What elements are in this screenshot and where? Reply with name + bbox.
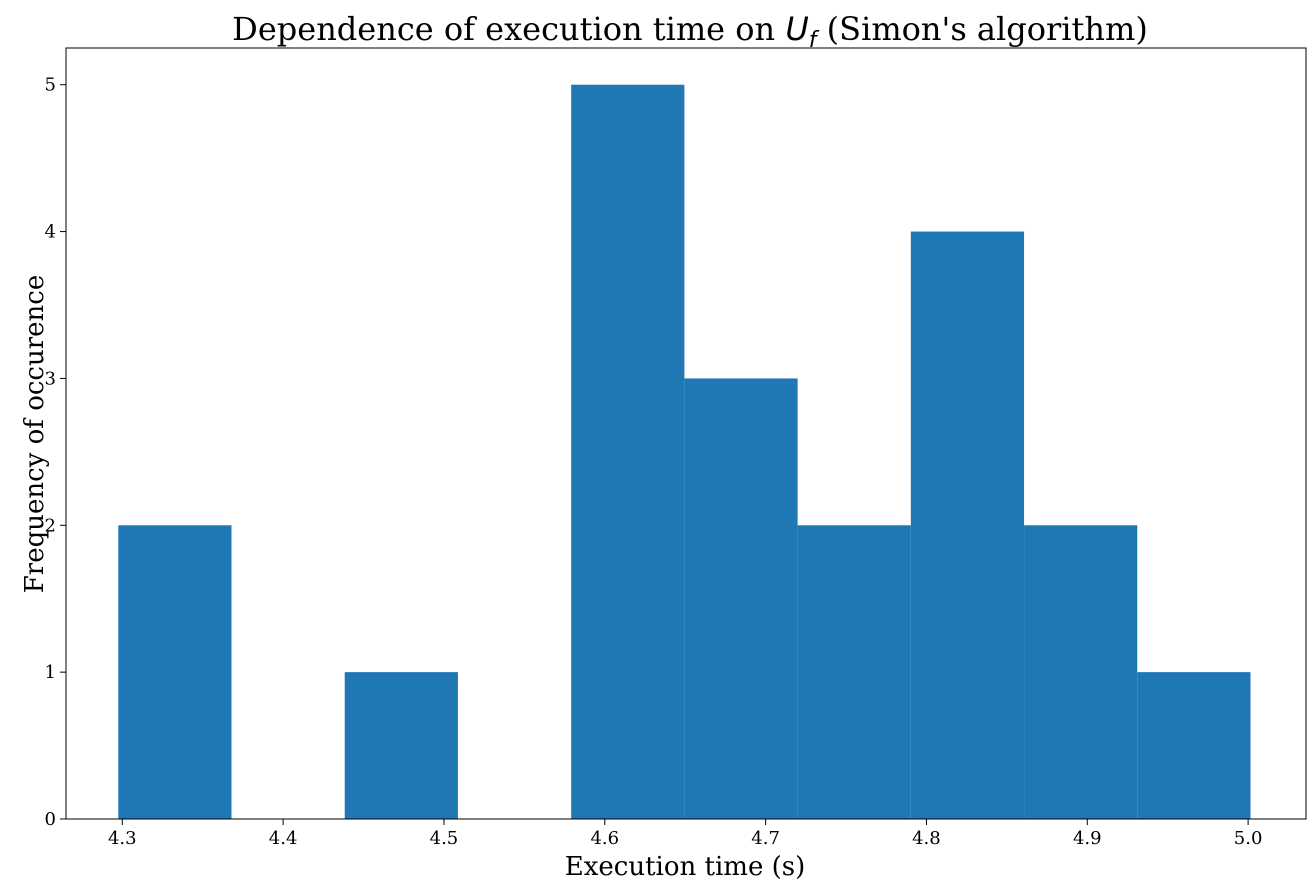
y-tick-label: 2 (45, 515, 56, 536)
y-tick-label: 3 (45, 368, 56, 389)
plot-frame (65, 47, 1307, 820)
chart-title-prefix: Dependence of execution time on (232, 10, 785, 48)
chart-title: Dependence of execution time on Uf (Simo… (232, 10, 1148, 53)
x-tick-label: 5.0 (1234, 828, 1263, 849)
x-tick-label: 4.8 (912, 828, 941, 849)
histogram-bar-8 (910, 231, 1025, 820)
y-tick-label: 1 (45, 662, 56, 683)
x-axis-ticks: 4.3 4.4 4.5 4.6 4.7 4.8 4.9 5.0 (108, 819, 1262, 849)
y-axis-ticks: 0 1 2 3 4 5 (45, 75, 66, 830)
y-tick-label: 0 (45, 809, 56, 830)
x-tick-label: 4.9 (1073, 828, 1102, 849)
x-tick-label: 4.5 (430, 828, 459, 849)
histogram-bar-9 (1024, 525, 1138, 819)
histogram-bars (118, 84, 1251, 820)
histogram-bar-10 (1137, 672, 1251, 819)
chart-title-suffix: (Simon's algorithm) (817, 10, 1148, 48)
histogram-bar-5 (571, 84, 685, 819)
x-axis-label: Execution time (s) (565, 852, 805, 882)
x-tick-label: 4.4 (269, 828, 298, 849)
chart-title-math-subscript: f (809, 28, 820, 53)
chart-title-math-symbol: U (785, 10, 808, 48)
histogram-bar-3 (344, 672, 458, 819)
x-tick-label: 4.6 (590, 828, 619, 849)
y-tick-label: 5 (45, 75, 56, 96)
histogram-bar-6 (684, 378, 798, 819)
y-axis-label: Frequency of occurence (20, 275, 50, 593)
y-tick-label: 4 (45, 222, 56, 243)
x-tick-label: 4.7 (751, 828, 780, 849)
histogram-bar-1 (118, 525, 232, 819)
x-tick-label: 4.3 (108, 828, 137, 849)
histogram-bar-7 (797, 525, 911, 819)
